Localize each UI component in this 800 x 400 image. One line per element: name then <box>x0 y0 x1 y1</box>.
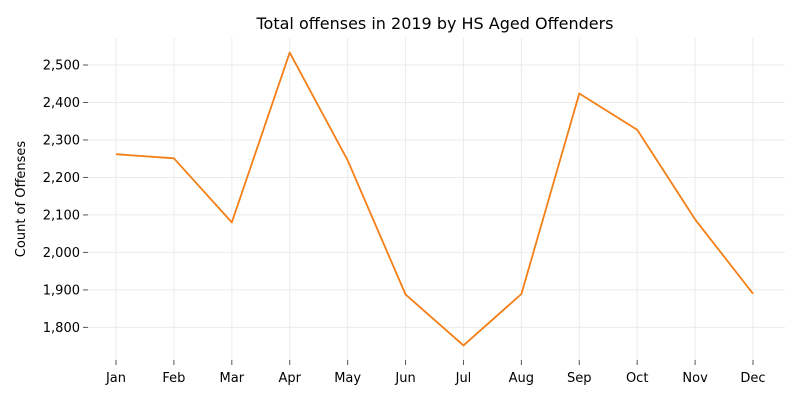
x-tick-label: Nov <box>682 371 708 386</box>
y-tick-label: 2,200 <box>43 171 80 186</box>
x-tick-label: May <box>334 371 361 386</box>
x-tick-label: Oct <box>626 371 648 386</box>
x-tick-label: Jun <box>394 371 415 386</box>
chart-title: Total offenses in 2019 by HS Aged Offend… <box>255 14 613 33</box>
y-tick-label: 2,300 <box>43 133 80 148</box>
x-tick-label: Jul <box>455 371 472 386</box>
y-tick-label: 1,800 <box>43 321 80 336</box>
series-layer <box>115 51 754 347</box>
series-line <box>115 51 754 347</box>
x-tick-label: Mar <box>220 371 245 386</box>
y-tick-label: 2,100 <box>43 208 80 223</box>
x-tick-label: Sep <box>567 371 592 386</box>
grid <box>88 38 785 360</box>
axis-ticks: 1,800 1,900 2,000 2,100 2,200 2,300 2,400 2,500… <box>43 58 766 386</box>
y-tick-label: 2,400 <box>43 96 80 111</box>
y-tick-label: 1,900 <box>43 283 80 298</box>
y-axis-label: Count of Offenses <box>14 141 29 258</box>
x-tick-label: Aug <box>509 371 534 386</box>
x-tick-label: Feb <box>162 371 185 386</box>
y-tick-label: 2,500 <box>43 58 80 73</box>
x-tick-label: Jan <box>105 371 126 386</box>
y-tick-label: 2,000 <box>43 246 80 261</box>
x-tick-label: Apr <box>278 371 301 386</box>
x-tick-label: Dec <box>740 371 765 386</box>
